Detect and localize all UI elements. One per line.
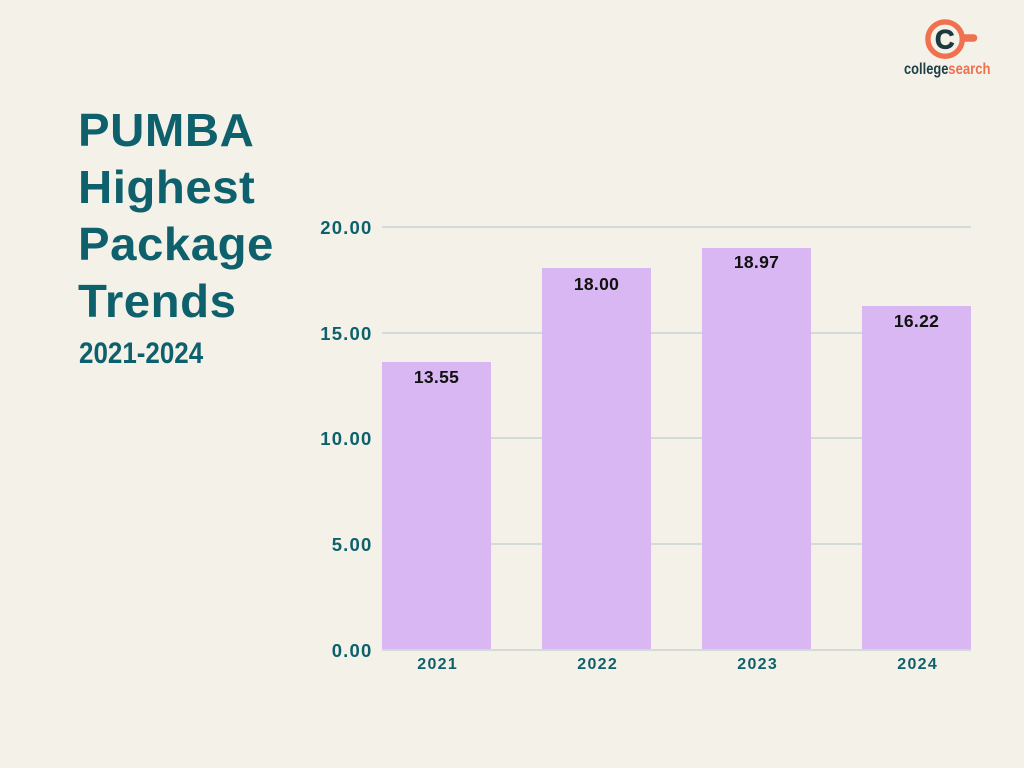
svg-text:college: college: [904, 61, 948, 78]
svg-text:search: search: [948, 61, 990, 78]
svg-text:C: C: [935, 25, 955, 55]
